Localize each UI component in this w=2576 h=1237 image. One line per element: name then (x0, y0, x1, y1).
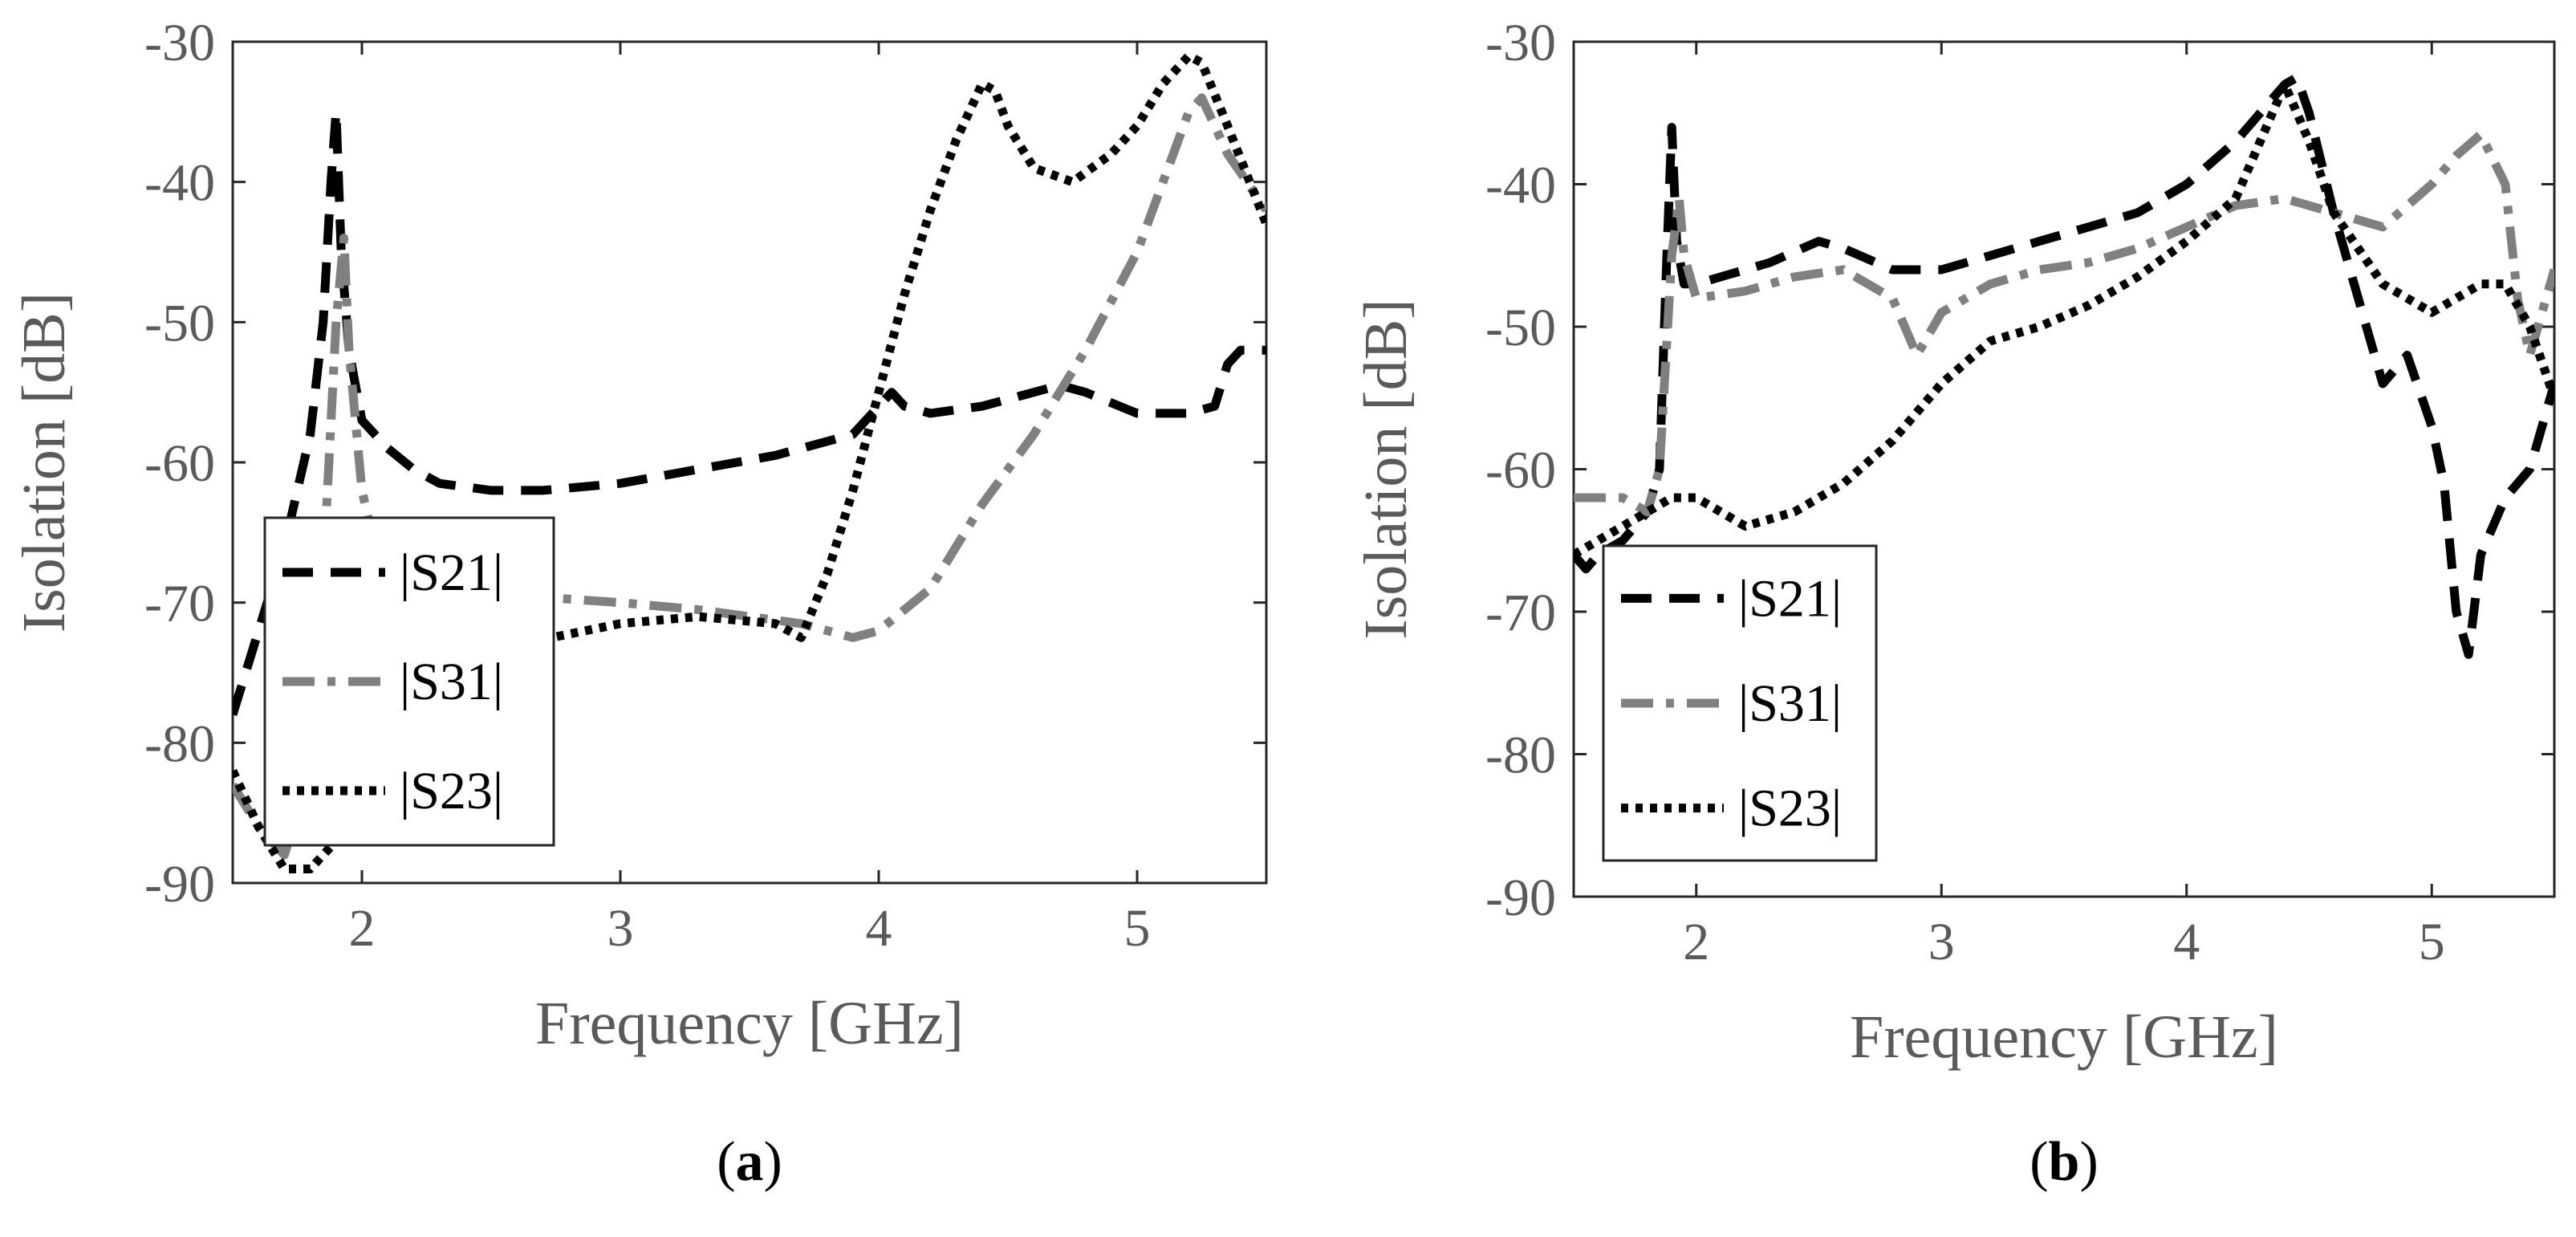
series-line-31 (233, 93, 1266, 860)
y-tick-label: -40 (1485, 157, 1556, 215)
x-tick-label: 2 (349, 899, 376, 958)
legend-label-21: |S21| (400, 543, 503, 602)
y-tick-label: -90 (144, 855, 215, 914)
panel-label: (a) (717, 1131, 782, 1193)
y-tick-label: -30 (1485, 14, 1556, 72)
series-group (233, 51, 1266, 873)
x-tick-label: 5 (1124, 899, 1151, 958)
y-tick-label: -50 (144, 294, 215, 352)
y-tick-label: -70 (1485, 584, 1556, 642)
x-tick-label: 4 (866, 899, 892, 958)
y-tick-label: -70 (144, 575, 215, 633)
legend: |S21| |S31| |S23| (263, 516, 555, 847)
series-line-23 (233, 51, 1266, 873)
x-tick-label: 5 (2419, 913, 2445, 971)
legend-label-31: |S31| (1738, 674, 1842, 733)
legend-label-21: |S21| (1738, 569, 1842, 628)
panel-label: (b) (2030, 1131, 2099, 1193)
legend-label-23: |S23| (400, 762, 503, 820)
y-tick-label: -60 (1485, 441, 1556, 500)
legend: |S21| |S31| |S23| (1602, 544, 1878, 862)
x-axis-label: Frequency [GHz] (1850, 1003, 2278, 1071)
y-axis-label: Isolation [dB] (10, 292, 78, 633)
legend-label-31: |S31| (400, 653, 503, 711)
y-axis-label: Isolation [dB] (1352, 299, 1420, 639)
y-tick-label: -90 (1485, 869, 1556, 927)
y-tick-label: -30 (144, 14, 215, 72)
y-tick-label: -40 (144, 154, 215, 213)
y-tick-label: -50 (1485, 299, 1556, 357)
y-tick-label: -60 (144, 434, 215, 493)
series-group (1574, 72, 2554, 659)
x-tick-label: 3 (1928, 913, 1955, 971)
x-axis-label: Frequency [GHz] (535, 990, 964, 1057)
legend-label-23: |S23| (1738, 779, 1842, 838)
series-line-23 (1574, 79, 2554, 559)
y-tick-label: -80 (144, 714, 215, 773)
series-line-21 (1574, 72, 2554, 659)
x-tick-label: 4 (2173, 913, 2200, 971)
y-tick-label: -80 (1485, 726, 1556, 785)
series-line-21 (233, 107, 1266, 717)
chart-panel-a: 2 3 4 5 -30 -40 -50 -60 -70 -80 -90 Frequency [GHz]… (10, 14, 1268, 1193)
x-tick-label: 3 (607, 899, 634, 958)
x-tick-label: 2 (1683, 913, 1709, 971)
series-line-31 (1574, 129, 2554, 517)
chart-panel-b: 2 3 4 5 -30 -40 -50 -60 -70 -80 -90 Frequency [GHz]… (1352, 14, 2556, 1193)
